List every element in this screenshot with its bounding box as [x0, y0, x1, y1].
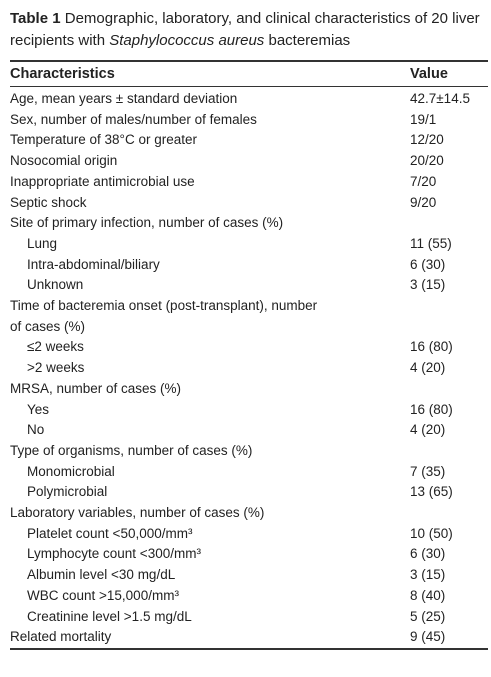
row-value [410, 213, 488, 234]
table-row: Polymicrobial 13 (65) [10, 482, 488, 503]
table-row: Intra-abdominal/biliary 6 (30) [10, 255, 488, 276]
row-value: 6 (30) [410, 546, 446, 562]
row-label: Site of primary infection, number of cas… [10, 215, 284, 231]
table-row: Laboratory variables, number of cases (%… [10, 503, 488, 524]
row-value [410, 503, 488, 524]
row-value [410, 441, 488, 462]
row-label: Time of bacteremia onset (post-transplan… [10, 298, 318, 334]
row-value: 9 (45) [410, 629, 446, 645]
row-value: 13 (65) [410, 484, 453, 500]
table-row: Site of primary infection, number of cas… [10, 213, 488, 234]
row-value: 11 (55) [410, 235, 452, 251]
row-value: 3 (15) [410, 567, 446, 583]
table-row: MRSA, number of cases (%) [10, 379, 488, 400]
table-row: Unknown 3 (15) [10, 275, 488, 296]
table-row: Yes 16 (80) [10, 400, 488, 421]
row-label: Albumin level <30 mg/dL [27, 567, 176, 583]
table-row: Temperature of 38°C or greater 12/20 [10, 130, 488, 151]
table-row: Inappropriate antimicrobial use 7/20 [10, 172, 488, 193]
table-row: Age, mean years ± standard deviation 42.7… [10, 89, 488, 110]
header-cell: Characteristics [10, 66, 115, 82]
row-label: Related mortality [10, 629, 112, 645]
table-row: Platelet count <50,000/mm³ 10 (50) [10, 524, 488, 545]
table-row: WBC count >15,000/mm³ 8 (40) [10, 586, 488, 607]
table: Characteristics Value Age, mean years ± … [10, 60, 488, 650]
row-value: 8 (40) [410, 587, 446, 603]
row-value: 16 (80) [410, 339, 453, 355]
row-label: Type of organisms, number of cases (%) [10, 442, 253, 458]
row-value: 10 (50) [410, 525, 453, 541]
row-value: 3 (15) [410, 277, 446, 293]
table-row: Monomicrobial 7 (35) [10, 462, 488, 483]
row-label: Monomicrobial [27, 463, 115, 479]
row-label: No [27, 422, 45, 438]
row-value: 20/20 [410, 153, 444, 169]
row-label: Creatinine level >1.5 mg/dL [27, 608, 192, 624]
row-label: Nosocomial origin [10, 153, 118, 169]
row-value: 19/1 [410, 111, 437, 127]
row-label: Yes [27, 401, 50, 417]
row-label: WBC count >15,000/mm³ [27, 587, 179, 603]
title-italic: Staphylococcus aureus [109, 32, 265, 49]
row-label: >2 weeks [27, 360, 85, 376]
table-row: Time of bacteremia onset (post-transplan… [10, 296, 488, 337]
table-row: Related mortality 9 (45) [10, 627, 488, 648]
row-value: 9/20 [410, 194, 437, 210]
table-label: Table 1 [10, 10, 61, 27]
table-title: Table 1 Demographic, laboratory, and cli… [10, 8, 488, 52]
row-value: 6 (30) [410, 256, 446, 272]
table-row: Type of organisms, number of cases (%) [10, 441, 488, 462]
table-row: Septic shock 9/20 [10, 193, 488, 214]
row-label: Platelet count <50,000/mm³ [27, 525, 193, 541]
row-value [330, 296, 488, 337]
row-label: Septic shock [10, 194, 87, 210]
row-value: 42.7±14.5 [410, 91, 470, 106]
row-label: Polymicrobial [27, 484, 108, 500]
table-row: Sex, number of males/number of females 19… [10, 110, 488, 131]
row-label: Temperature of 38°C or greater [10, 132, 197, 148]
row-label: Laboratory variables, number of cases (%… [10, 505, 265, 521]
row-value: 16 (80) [410, 401, 453, 417]
row-label: ≤2 weeks [27, 339, 84, 355]
table-row: No 4 (20) [10, 420, 488, 441]
row-label: Unknown [27, 277, 84, 293]
title-text: bacteremias [268, 32, 351, 49]
table-row: ≤2 weeks 16 (80) [10, 337, 488, 358]
row-label: Lung [27, 235, 58, 251]
row-value: 7/20 [410, 173, 437, 189]
table-row: Lymphocyte count <300/mm³ 6 (30) [10, 544, 488, 565]
row-label: Lymphocyte count <300/mm³ [27, 546, 201, 562]
row-value: 4 (20) [410, 360, 446, 376]
row-value: 7 (35) [410, 463, 446, 479]
table-row: Creatinine level >1.5 mg/dL 5 (25) [10, 607, 488, 628]
row-value: 4 (20) [410, 422, 446, 438]
row-label: MRSA, number of cases (%) [10, 380, 182, 396]
row-label: Intra-abdominal/biliary [27, 256, 160, 272]
row-value: 12/20 [410, 132, 444, 148]
table-row: >2 weeks 4 (20) [10, 358, 488, 379]
row-label: Age, mean years ± standard deviation [10, 91, 238, 106]
header-cell: Value [410, 66, 448, 82]
row-label: Sex, number of males/number of females [10, 111, 257, 127]
table-row: Nosocomial origin 20/20 [10, 151, 488, 172]
row-value [410, 379, 488, 400]
header-row: Characteristics Value [10, 62, 488, 87]
row-value: 5 (25) [410, 608, 446, 624]
table-row: Albumin level <30 mg/dL 3 (15) [10, 565, 488, 586]
row-label: Inappropriate antimicrobial use [10, 173, 195, 189]
title-text: Demographic, laboratory, and clinical ch… [10, 10, 480, 49]
table-row: Lung 11 (55) [10, 234, 488, 255]
